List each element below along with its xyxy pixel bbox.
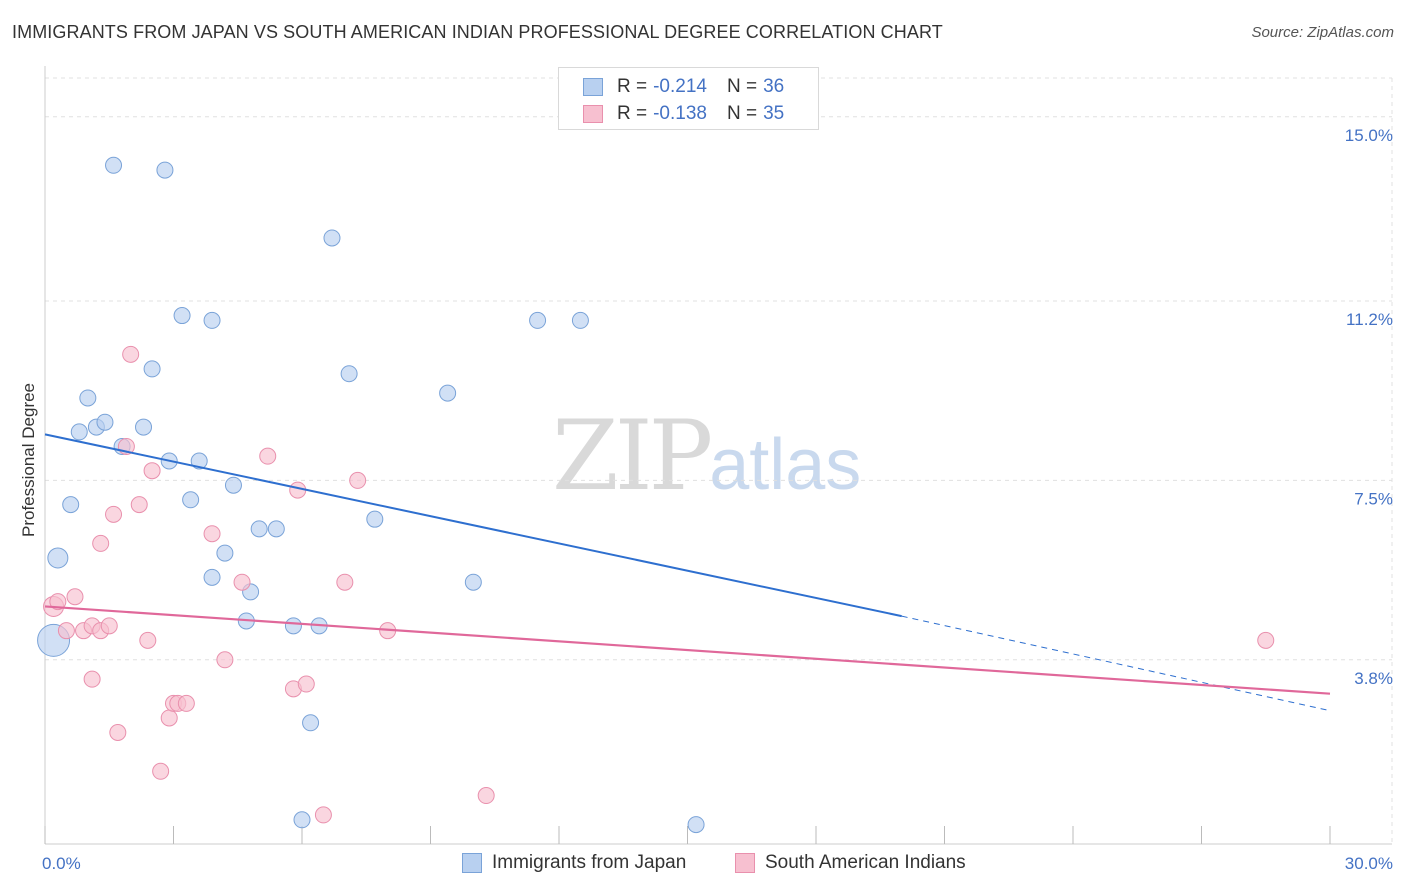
point-japan (284, 617, 302, 635)
y-tick-label: 7.5% (1354, 489, 1393, 508)
watermark: ZIPatlas (552, 400, 861, 512)
correlation-legend: R = -0.214 N = 36 R = -0.138 N = 35 (558, 67, 819, 130)
point-south-american (203, 525, 221, 543)
point-south-american (100, 617, 118, 635)
point-south-american (49, 593, 67, 611)
point-japan (323, 229, 341, 247)
point-japan (203, 311, 221, 329)
point-japan (182, 491, 200, 509)
grid-layer (45, 77, 1393, 844)
point-south-american (233, 573, 251, 591)
y-tick-label: 11.2% (1346, 310, 1393, 329)
point-japan (135, 418, 153, 436)
point-south-american (139, 631, 157, 649)
legend-r-label: R = (617, 103, 648, 124)
point-japan (96, 413, 114, 431)
point-japan (293, 811, 311, 829)
y-tick-label: 3.8% (1354, 669, 1393, 688)
point-south-american (177, 694, 195, 712)
point-japan (250, 520, 268, 538)
legend-swatch-japan (462, 853, 482, 873)
point-japan (224, 476, 242, 494)
watermark-zip: ZIP (552, 400, 713, 512)
point-south-american (122, 345, 140, 363)
point-south-american (57, 622, 75, 640)
point-south-american (130, 496, 148, 514)
legend-swatch-japan (583, 78, 603, 96)
point-japan (687, 816, 705, 834)
point-japan (190, 452, 208, 470)
legend-swatch-south-american (583, 105, 603, 123)
y-axis-label: Professional Degree (19, 383, 38, 537)
legend-r-label: R = (617, 76, 648, 97)
point-south-american (1257, 631, 1275, 649)
series-legend: Immigrants from Japan South American Ind… (0, 852, 1406, 878)
legend-r-value: -0.138 (653, 103, 707, 124)
legend-item-south-american: South American Indians (735, 852, 966, 874)
point-japan (571, 311, 589, 329)
point-japan (62, 496, 80, 514)
watermark-atlas: atlas (709, 425, 862, 505)
point-south-american (92, 534, 110, 552)
point-japan (70, 423, 88, 441)
label-layer: 3.8% 7.5% 11.2% 15.0% 0.0% 30.0% Professional … (19, 126, 1393, 873)
point-south-american (216, 651, 234, 669)
point-south-american (259, 447, 277, 465)
point-south-american (66, 588, 84, 606)
legend-n-value: 36 (763, 76, 785, 97)
x-tick-label: 0.0% (42, 854, 81, 873)
trend-line-south-american (44, 605, 1331, 695)
legend-row-south-american: R = -0.138 N = 35 (583, 102, 784, 126)
point-japan (340, 365, 358, 383)
point-south-american (152, 762, 170, 780)
legend-swatch-south-american (735, 853, 755, 873)
point-japan (366, 510, 384, 528)
point-south-american (314, 806, 332, 824)
point-japan (216, 544, 234, 562)
legend-label-japan: Immigrants from Japan (492, 852, 687, 873)
axis-layer (44, 66, 1392, 845)
trend-line-japan-extension (901, 615, 1331, 712)
trend-line-japan (44, 433, 902, 618)
point-south-american (83, 670, 101, 688)
legend-row-japan: R = -0.214 N = 36 (583, 75, 784, 99)
legend-n-value: 35 (763, 103, 785, 124)
point-japan (173, 307, 191, 325)
point-south-american (105, 505, 123, 523)
legend-n-label: N = (726, 76, 758, 97)
point-south-american (143, 462, 161, 480)
source-label: Source: ZipAtlas.com (1251, 24, 1394, 41)
legend-r-value: -0.214 (653, 76, 707, 97)
point-japan (529, 311, 547, 329)
point-japan (79, 389, 97, 407)
point-south-american (477, 787, 495, 805)
point-south-american (297, 675, 315, 693)
x-tick-label: 30.0% (1345, 854, 1393, 873)
point-japan (143, 360, 161, 378)
point-south-american (160, 709, 178, 727)
point-south-american (109, 723, 127, 741)
legend-label-south-american: South American Indians (765, 852, 966, 873)
trend-layer (44, 433, 1331, 712)
legend-item-japan: Immigrants from Japan (462, 852, 686, 874)
chart-title: IMMIGRANTS FROM JAPAN VS SOUTH AMERICAN … (12, 22, 943, 42)
point-japan (156, 161, 174, 179)
point-japan (464, 573, 482, 591)
y-tick-label: 15.0% (1345, 126, 1393, 145)
point-south-american (349, 471, 367, 489)
legend-n-label: N = (726, 103, 758, 124)
point-japan (105, 156, 123, 174)
point-japan (47, 547, 69, 569)
point-japan (302, 714, 320, 732)
points-layer (37, 156, 1275, 834)
point-japan (439, 384, 457, 402)
point-south-american (336, 573, 354, 591)
point-japan (203, 568, 221, 586)
point-japan (267, 520, 285, 538)
